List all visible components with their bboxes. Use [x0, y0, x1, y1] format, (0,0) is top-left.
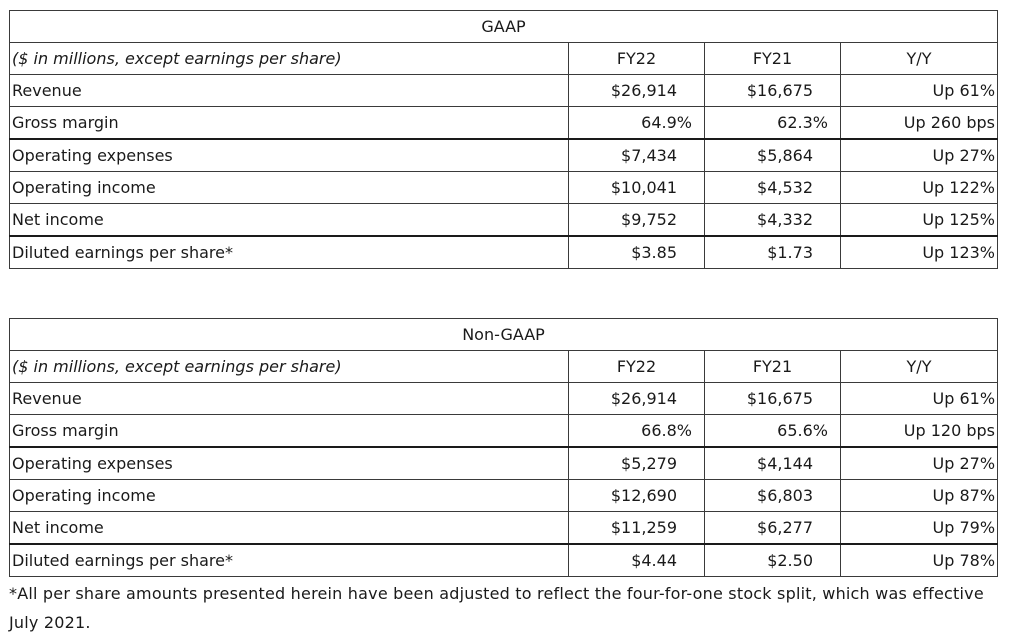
cell-fy22: 64.9% [568, 106, 705, 140]
cell-fy22: $26,914 [568, 382, 705, 415]
cell-fy21: $6,803 [704, 479, 841, 512]
table-title-row: GAAP [8, 10, 999, 43]
table-row: Operating expenses $7,434 $5,864 Up 27% [9, 138, 999, 172]
row-label: Operating expenses [9, 446, 569, 480]
table-row: Gross margin 64.9% 62.3% Up 260 bps [9, 106, 999, 140]
cell-fy22: $12,690 [568, 479, 705, 512]
row-label: Operating income [9, 171, 569, 204]
cell-yy: Up 122% [839, 171, 999, 204]
table-header-row: ($ in millions, except earnings per shar… [9, 42, 999, 75]
table-row: Operating income $12,690 $6,803 Up 87% [9, 479, 999, 512]
table-row: Diluted earnings per share* $3.85 $1.73 … [9, 235, 999, 269]
gaap-table: GAAP ($ in millions, except earnings per… [8, 10, 999, 269]
table-row: Operating income $10,041 $4,532 Up 122% [9, 171, 999, 204]
footnote: *All per share amounts presented herein … [9, 584, 984, 632]
cell-yy: Up 120 bps [839, 414, 999, 448]
cell-fy21: $5,864 [704, 138, 841, 172]
table-row: Net income $11,259 $6,277 Up 79% [9, 511, 999, 545]
cell-fy21: 65.6% [704, 414, 841, 448]
cell-fy22: $10,041 [568, 171, 705, 204]
row-label: Net income [9, 511, 569, 545]
cell-yy: Up 260 bps [839, 106, 999, 140]
cell-fy22: $26,914 [568, 74, 705, 107]
row-label: Diluted earnings per share* [9, 543, 569, 577]
table-title-row: Non-GAAP [8, 318, 999, 351]
cell-yy: Up 87% [839, 479, 999, 512]
column-header-fy22: FY22 [568, 350, 705, 383]
cell-yy: Up 61% [839, 74, 999, 107]
gaap-table-title: GAAP [8, 10, 999, 43]
cell-yy: Up 125% [839, 203, 999, 237]
table-row: Revenue $26,914 $16,675 Up 61% [9, 382, 999, 415]
cell-yy: Up 123% [839, 235, 999, 269]
cell-fy22: $11,259 [568, 511, 705, 545]
table-row: Operating expenses $5,279 $4,144 Up 27% [9, 446, 999, 480]
row-label: Revenue [9, 74, 569, 107]
cell-yy: Up 27% [839, 446, 999, 480]
table-row: Revenue $26,914 $16,675 Up 61% [9, 74, 999, 107]
cell-fy21: $4,532 [704, 171, 841, 204]
cell-fy21: $6,277 [704, 511, 841, 545]
cell-fy21: $4,144 [704, 446, 841, 480]
cell-yy: Up 61% [839, 382, 999, 415]
table-row: Diluted earnings per share* $4.44 $2.50 … [9, 543, 999, 577]
cell-fy21: $16,675 [704, 74, 841, 107]
cell-fy22: $4.44 [568, 543, 705, 577]
cell-fy21: $2.50 [704, 543, 841, 577]
cell-yy: Up 78% [839, 543, 999, 577]
cell-fy22: $5,279 [568, 446, 705, 480]
units-note: ($ in millions, except earnings per shar… [9, 350, 569, 383]
table-row: Net income $9,752 $4,332 Up 125% [9, 203, 999, 237]
cell-yy: Up 79% [839, 511, 999, 545]
cell-fy21: $16,675 [704, 382, 841, 415]
cell-fy21: 62.3% [704, 106, 841, 140]
nongaap-table-title: Non-GAAP [8, 318, 999, 351]
row-label: Operating expenses [9, 138, 569, 172]
row-label: Gross margin [9, 414, 569, 448]
column-header-fy21: FY21 [704, 42, 841, 75]
table-row: Gross margin 66.8% 65.6% Up 120 bps [9, 414, 999, 448]
row-label: Net income [9, 203, 569, 237]
cell-fy22: $7,434 [568, 138, 705, 172]
cell-fy21: $4,332 [704, 203, 841, 237]
column-header-yy: Y/Y [839, 42, 999, 75]
cell-yy: Up 27% [839, 138, 999, 172]
row-label: Revenue [9, 382, 569, 415]
units-note: ($ in millions, except earnings per shar… [9, 42, 569, 75]
cell-fy22: 66.8% [568, 414, 705, 448]
cell-fy21: $1.73 [704, 235, 841, 269]
column-header-fy21: FY21 [704, 350, 841, 383]
table-header-row: ($ in millions, except earnings per shar… [9, 350, 999, 383]
row-label: Gross margin [9, 106, 569, 140]
column-header-fy22: FY22 [568, 42, 705, 75]
row-label: Diluted earnings per share* [9, 235, 569, 269]
row-label: Operating income [9, 479, 569, 512]
column-header-yy: Y/Y [839, 350, 999, 383]
cell-fy22: $9,752 [568, 203, 705, 237]
nongaap-table: Non-GAAP ($ in millions, except earnings… [8, 318, 999, 577]
cell-fy22: $3.85 [568, 235, 705, 269]
